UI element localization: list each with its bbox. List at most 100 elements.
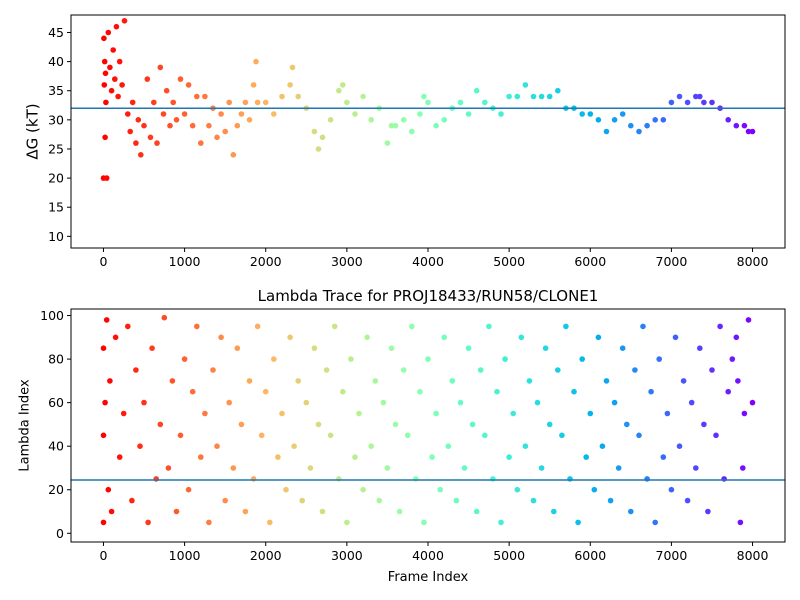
- lambda-x-tick-label-6000: 6000: [574, 548, 606, 563]
- delta-g-x-axis-ticks: 0 1000 2000 3000 4000 5000 6000 7000 8000: [99, 248, 768, 269]
- lambda-point-13: [133, 367, 139, 373]
- delta-g-x-tick-label-8000: 8000: [737, 254, 769, 269]
- delta-g-point-7: [103, 175, 110, 181]
- delta-g-point-52: [246, 117, 253, 123]
- lambda-point-63: [336, 476, 342, 482]
- lambda-point-122: [575, 519, 581, 526]
- delta-g-point-107: [636, 128, 642, 135]
- delta-g-y-tick-label-10: 10: [48, 229, 64, 244]
- delta-g-x-tick-label-1000: 1000: [169, 254, 201, 269]
- lambda-point-158: [721, 476, 727, 482]
- delta-g-point-56: [262, 99, 269, 106]
- delta-g-point-24: [141, 122, 147, 129]
- lambda-point-131: [611, 399, 618, 406]
- delta-g-point-9: [107, 64, 113, 71]
- delta-g-point-5: [102, 70, 109, 77]
- delta-g-point-29: [157, 64, 164, 71]
- delta-g-point-44: [214, 134, 220, 141]
- lambda-point-135: [628, 508, 634, 515]
- delta-g-point-71: [360, 93, 366, 100]
- delta-g-point-122: [745, 128, 752, 135]
- lambda-point-75: [384, 465, 391, 471]
- delta-g-point-104: [611, 117, 618, 123]
- lambda-point-150: [688, 399, 695, 406]
- delta-g-point-16: [119, 82, 125, 88]
- lambda-point-146: [672, 334, 679, 341]
- lambda-x-axis-label: Frame Index: [388, 570, 469, 585]
- delta-g-point-47: [226, 99, 232, 106]
- delta-g-point-103: [603, 128, 610, 135]
- delta-g-point-77: [400, 117, 407, 123]
- lambda-point-85: [425, 356, 431, 362]
- delta-g-point-96: [546, 93, 553, 100]
- delta-g-point-79: [417, 111, 423, 117]
- delta-g-point-66: [327, 117, 334, 123]
- delta-g-y-axis-label: ΔG (kT): [24, 103, 42, 159]
- lambda-x-tick-label-0: 0: [99, 548, 107, 563]
- lambda-point-74: [380, 399, 387, 406]
- lambda-point-157: [717, 323, 723, 330]
- lambda-point-137: [636, 432, 642, 439]
- delta-g-point-27: [151, 99, 157, 106]
- lambda-point-160: [729, 356, 736, 362]
- delta-g-point-110: [660, 117, 667, 123]
- lambda-point-117: [555, 367, 561, 373]
- lambda-point-56: [307, 465, 314, 471]
- delta-g-point-34: [173, 117, 180, 123]
- lambda-point-87: [433, 410, 439, 417]
- delta-g-point-72: [368, 117, 375, 123]
- lambda-point-119: [563, 323, 569, 330]
- lambda-point-69: [360, 486, 366, 493]
- lambda-point-37: [230, 465, 237, 471]
- lambda-point-12: [129, 497, 135, 504]
- delta-g-point-67: [336, 87, 342, 94]
- lambda-point-133: [619, 345, 626, 352]
- delta-g-point-123: [749, 128, 756, 135]
- lambda-point-136: [632, 367, 638, 373]
- lambda-point-35: [222, 497, 228, 504]
- lambda-chart-title: Lambda Trace for PROJ18433/RUN58/CLONE1: [258, 287, 599, 305]
- delta-g-y-axis-ticks: 10 15 20 25 30 35 40 45: [48, 25, 71, 244]
- delta-g-point-4: [102, 134, 108, 141]
- delta-g-y-tick-label-35: 35: [48, 83, 64, 98]
- delta-g-point-100: [579, 111, 585, 117]
- delta-g-point-37: [185, 82, 192, 88]
- lambda-point-19: [157, 421, 164, 428]
- delta-g-point-35: [177, 76, 184, 82]
- lambda-point-151: [693, 465, 699, 471]
- lambda-point-152: [697, 345, 703, 352]
- lambda-point-95: [465, 345, 472, 352]
- lambda-point-162: [735, 378, 741, 384]
- delta-g-point-8: [105, 29, 112, 36]
- lambda-point-8: [112, 334, 119, 341]
- lambda-x-tick-label-4000: 4000: [412, 548, 444, 563]
- lambda-point-154: [705, 508, 711, 515]
- delta-g-point-82: [433, 122, 439, 129]
- delta-g-point-6: [103, 99, 109, 106]
- delta-g-point-18: [125, 111, 131, 117]
- lambda-point-97: [473, 508, 480, 515]
- delta-g-point-95: [538, 93, 545, 100]
- delta-g-point-120: [733, 122, 740, 129]
- delta-g-point-11: [110, 47, 116, 53]
- lambda-y-tick-label-0: 0: [56, 526, 64, 541]
- lambda-point-145: [668, 486, 675, 493]
- lambda-point-79: [400, 367, 407, 373]
- delta-g-y-tick-label-40: 40: [48, 54, 64, 69]
- delta-g-point-60: [289, 64, 296, 71]
- lambda-point-34: [218, 334, 224, 341]
- lambda-point-62: [331, 323, 338, 330]
- lambda-point-140: [648, 388, 654, 395]
- delta-g-y-tick-label-30: 30: [48, 112, 64, 127]
- lambda-point-17: [149, 345, 155, 352]
- delta-g-point-78: [409, 128, 415, 135]
- delta-g-point-116: [701, 99, 707, 106]
- lambda-point-128: [599, 443, 606, 450]
- lambda-point-130: [607, 497, 614, 504]
- delta-g-point-21: [133, 140, 139, 146]
- delta-g-point-117: [709, 99, 715, 106]
- lambda-point-25: [181, 356, 188, 362]
- delta-g-point-31: [163, 87, 170, 94]
- delta-g-point-119: [725, 117, 731, 123]
